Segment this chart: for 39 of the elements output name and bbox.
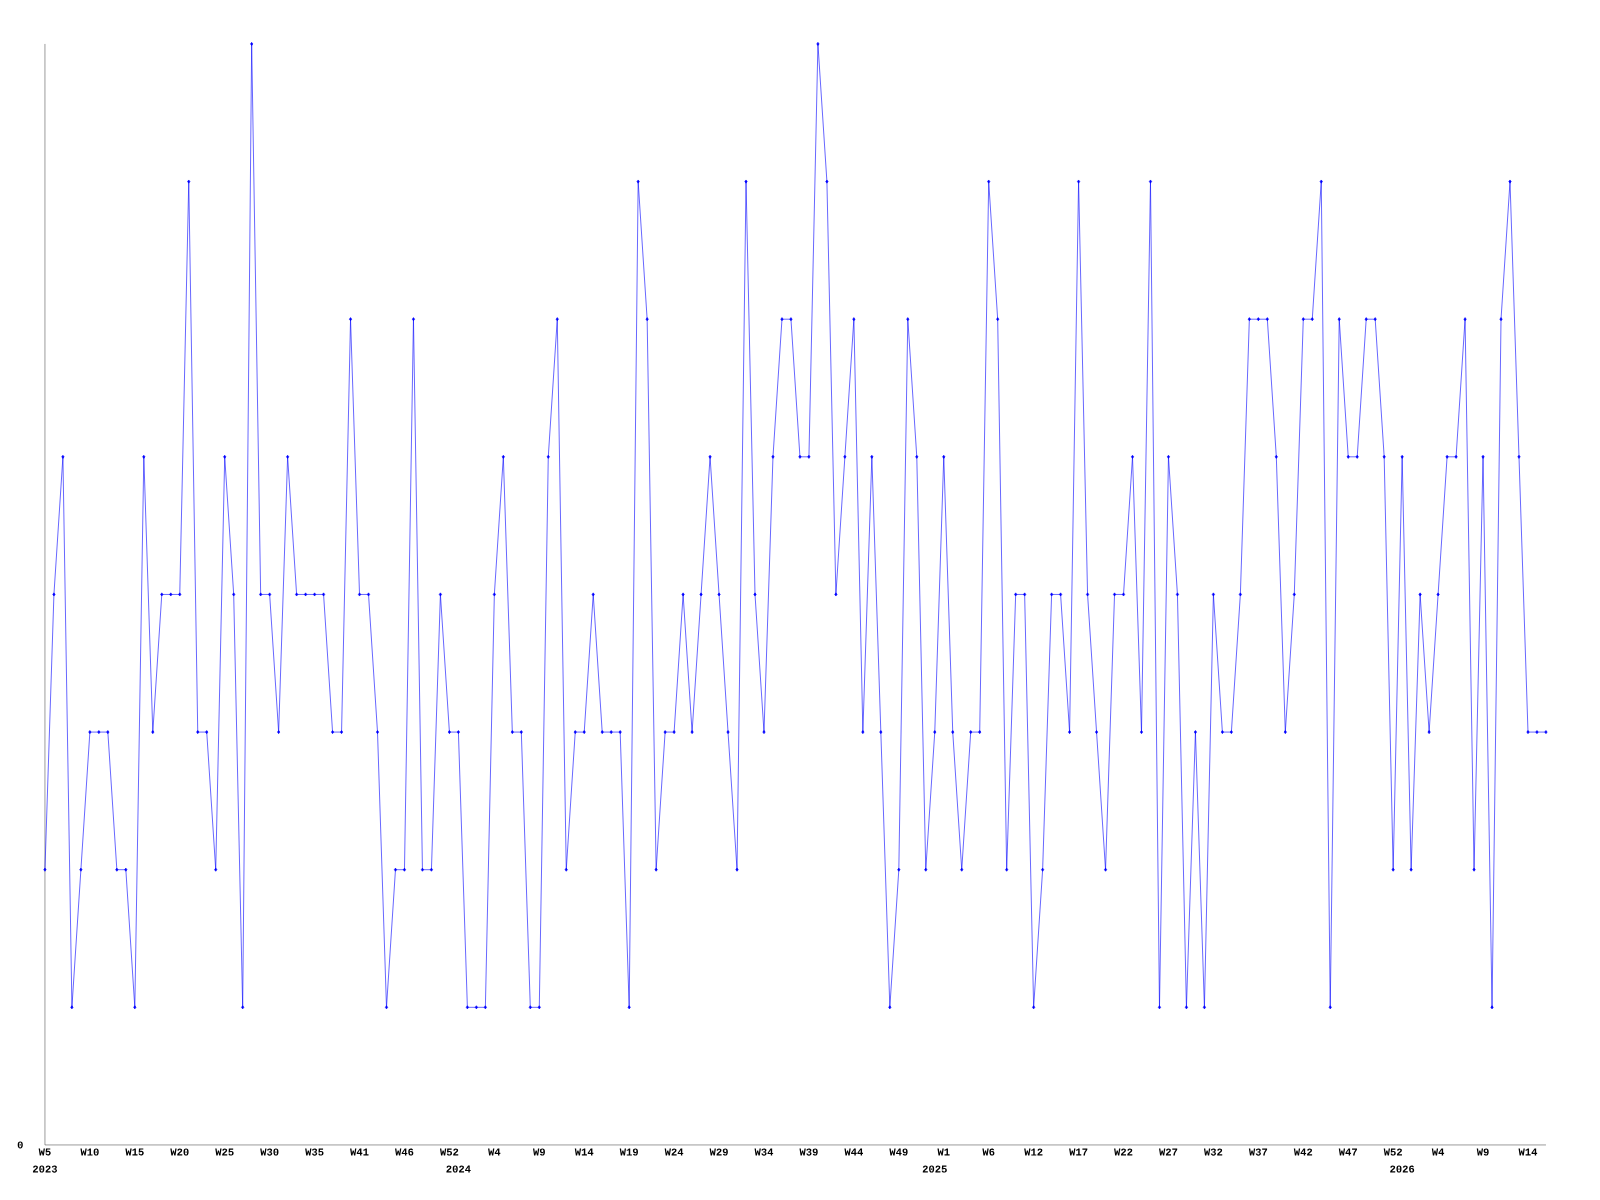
x-tick-label: W47	[1338, 1148, 1357, 1156]
x-tick-label: W46	[395, 1148, 414, 1156]
x-tick-label: W42	[1293, 1148, 1313, 1156]
x-tick-label: W30	[260, 1148, 279, 1156]
x-tick-label: W9	[532, 1148, 545, 1156]
x-tick-label: W24	[664, 1148, 684, 1156]
x-tick-label: W20	[170, 1148, 189, 1156]
x-tick-label: W32	[1203, 1148, 1223, 1156]
x-tick-label: W27	[1159, 1148, 1178, 1156]
x-tick-label: W41	[350, 1148, 369, 1156]
x-tick-label: W34	[754, 1148, 774, 1156]
x-tick-label: W25	[215, 1148, 234, 1156]
x-tick-label: W1	[937, 1148, 950, 1156]
x-tick-label: W4	[1431, 1148, 1445, 1156]
x-tick-label: W29	[709, 1148, 728, 1156]
x-tick-label: 2025	[922, 1165, 947, 1173]
x-tick-label: W17	[1069, 1148, 1088, 1156]
x-tick-label: W44	[844, 1148, 864, 1156]
x-tick-label: W6	[982, 1148, 995, 1156]
x-tick-label: W37	[1248, 1148, 1268, 1156]
x-tick-label: W35	[305, 1148, 324, 1156]
x-tick-label: W52	[439, 1148, 459, 1156]
x-tick-label: W9	[1476, 1148, 1489, 1156]
x-tick-label: W14	[574, 1148, 594, 1156]
x-tick-label: 2026	[1390, 1165, 1415, 1173]
x-tick-label: W14	[1518, 1148, 1538, 1156]
x-tick-label: W15	[125, 1148, 144, 1156]
x-tick-label: 2024	[446, 1165, 471, 1173]
x-tick-label: W4	[488, 1148, 501, 1156]
x-tick-label: W19	[619, 1148, 638, 1156]
x-tick-label: W22	[1114, 1148, 1133, 1156]
x-tick-label: W39	[799, 1148, 818, 1156]
x-tick-label: W52	[1383, 1148, 1402, 1156]
x-tick-label: W5	[38, 1148, 51, 1156]
x-tick-label: W49	[889, 1148, 908, 1156]
x-tick-label: W10	[80, 1148, 99, 1156]
text: 0	[17, 1141, 23, 1149]
x-tick-label: W12	[1024, 1148, 1043, 1156]
text: 2023	[32, 1165, 57, 1173]
